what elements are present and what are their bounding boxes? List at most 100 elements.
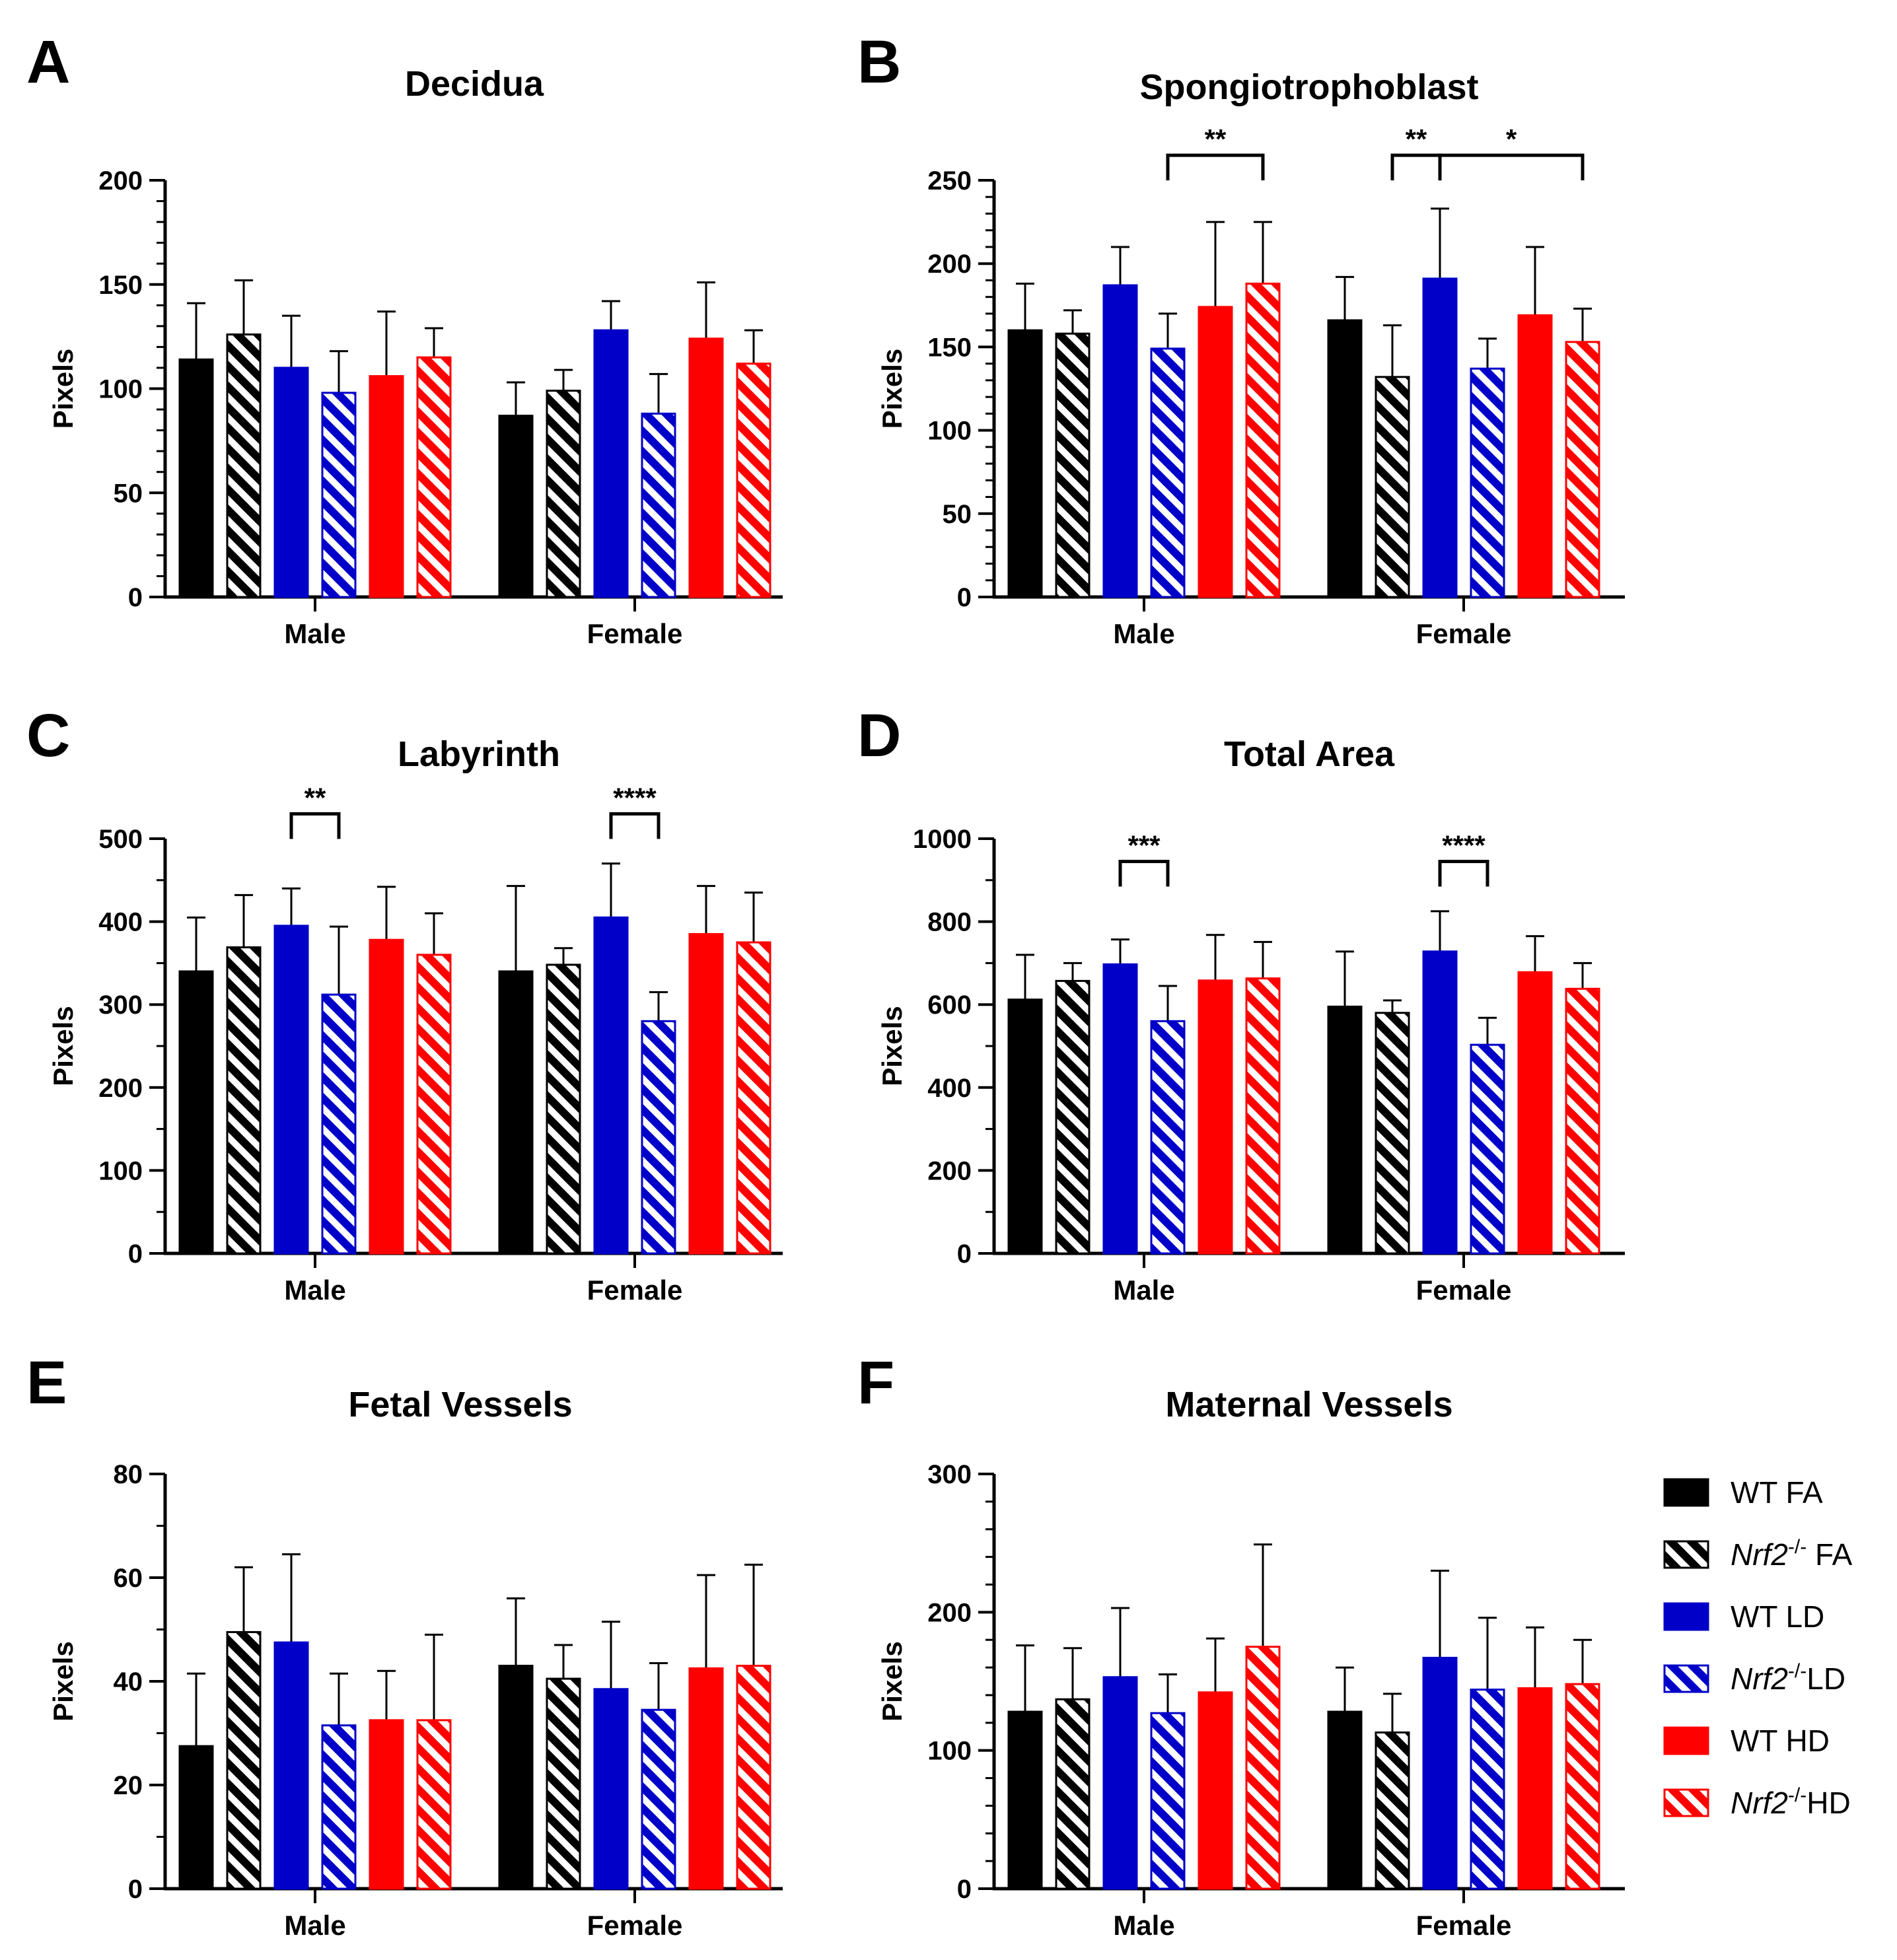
significance-label: ** [1406, 123, 1427, 155]
panel-letter: C [26, 702, 70, 769]
legend-item-nrf2-fa: Nrf2-/- FA [1663, 1536, 1853, 1572]
y-axis-label: Pixels [877, 1641, 908, 1721]
panel-letter: D [857, 702, 901, 769]
bar-wt-hd [1198, 306, 1233, 598]
legend: WT FA Nrf2-/- FA WT LD Nrf2-/-LD WT HD Nrf2-/… [1663, 1475, 1853, 1820]
panel-letter: B [857, 28, 901, 96]
y-axis-label: Pixels [48, 1006, 79, 1086]
bar-nrf2-hd [736, 941, 771, 1255]
bar-nrf2-ld [321, 392, 357, 598]
bar-nrf2-hd [1245, 977, 1281, 1255]
panel-title: Decidua [405, 64, 544, 104]
x-category-label: Female [1416, 1910, 1512, 1941]
bar-wt-ld [1102, 1676, 1138, 1890]
bar-nrf2-hd [416, 954, 452, 1255]
x-category-label: Female [587, 1275, 683, 1306]
y-tick-label: 300 [98, 991, 143, 1020]
panel-title: Total Area [1224, 734, 1395, 774]
legend-label: Nrf2-/-HD [1731, 1784, 1851, 1820]
bar-wt-ld [1422, 1656, 1458, 1890]
x-category-label: Female [1416, 1275, 1512, 1306]
y-tick-label: 50 [114, 479, 143, 508]
legend-swatch [1663, 1788, 1709, 1817]
bar-wt-hd [1198, 979, 1233, 1255]
y-tick-label: 150 [98, 271, 143, 300]
bar-wt-fa [498, 1664, 534, 1890]
legend-label: WT LD [1731, 1599, 1824, 1634]
bar-wt-ld [273, 1641, 309, 1890]
bar-nrf2-hd [416, 1719, 452, 1890]
significance-bracket [609, 812, 661, 839]
bar-wt-hd [688, 932, 724, 1255]
y-tick-label: 600 [927, 991, 972, 1020]
x-category-label: Male [284, 618, 345, 649]
panel-a: A Decidua Pixels 0 50 100 150 200 Male Female [26, 28, 783, 649]
bar-nrf2-ld [1150, 347, 1186, 598]
bar-nrf2-ld [1470, 367, 1505, 598]
x-category-label: Male [1113, 1910, 1174, 1941]
y-tick-label: 400 [927, 1074, 972, 1103]
panel-b: B Spongiotrophoblast Pixels 0 50 100 150 200 250… [857, 28, 1625, 649]
significance-label: **** [613, 782, 657, 813]
panel-letter: E [26, 1349, 67, 1417]
bar-wt-fa [1327, 319, 1363, 598]
bar-nrf2-fa [226, 946, 262, 1255]
bar-nrf2-ld [321, 1724, 357, 1890]
x-category-label: Male [1113, 1275, 1174, 1306]
bar-wt-fa [1007, 329, 1043, 598]
y-tick-label: 20 [114, 1771, 143, 1800]
bar-wt-hd [369, 1719, 404, 1890]
bar-wt-hd [1517, 1687, 1553, 1890]
bar-nrf2-fa [546, 390, 581, 598]
legend-label: WT FA [1731, 1475, 1823, 1510]
y-tick-label: 400 [98, 908, 143, 937]
y-tick-label: 0 [957, 583, 972, 612]
x-category-label: Male [1113, 618, 1174, 649]
bar-nrf2-fa [1375, 1731, 1410, 1890]
bar-wt-ld [1422, 277, 1458, 598]
legend-swatch [1663, 1540, 1709, 1569]
y-tick-label: 100 [98, 375, 143, 404]
y-tick-label: 100 [98, 1156, 143, 1185]
legend-swatch [1663, 1478, 1709, 1507]
panel-title: Spongiotrophoblast [1140, 67, 1479, 107]
bar-nrf2-fa [1055, 332, 1091, 598]
legend-label: Nrf2-/- FA [1731, 1536, 1853, 1572]
bar-nrf2-fa [1375, 1012, 1410, 1255]
panel-title: Labyrinth [398, 734, 560, 774]
legend-item-wt-ld: WT LD [1663, 1599, 1824, 1634]
y-tick-label: 500 [98, 825, 143, 854]
bar-wt-fa [498, 415, 534, 598]
significance-bracket [1438, 153, 1585, 181]
panel-title: Maternal Vessels [1165, 1385, 1452, 1424]
y-tick-label: 100 [927, 1737, 972, 1766]
bar-wt-ld [1422, 950, 1458, 1255]
bar-nrf2-ld [1150, 1712, 1186, 1890]
panel-title: Fetal Vessels [348, 1385, 572, 1424]
bar-nrf2-hd [416, 356, 452, 598]
bar-wt-fa [1007, 1710, 1043, 1890]
significance-label: * [1506, 123, 1517, 155]
x-category-label: Female [587, 1910, 683, 1941]
bar-wt-ld [593, 916, 629, 1255]
y-tick-label: 60 [114, 1564, 143, 1593]
bar-wt-ld [1102, 284, 1138, 598]
panel-letter: F [857, 1349, 894, 1417]
bar-wt-fa [178, 358, 214, 598]
significance-label: *** [1127, 830, 1161, 861]
y-axis-label: Pixels [48, 349, 79, 429]
y-tick-label: 0 [128, 1240, 143, 1269]
y-tick-label: 1000 [913, 825, 972, 854]
y-axis-label: Pixels [48, 1641, 79, 1721]
legend-label: WT HD [1731, 1724, 1830, 1758]
bar-nrf2-ld [321, 993, 357, 1255]
bar-wt-ld [593, 329, 629, 598]
x-category-label: Male [284, 1275, 345, 1306]
bar-wt-fa [178, 970, 214, 1255]
bar-nrf2-fa [1375, 376, 1410, 598]
y-tick-label: 50 [943, 500, 972, 529]
significance-label: ** [1205, 123, 1227, 155]
legend-swatch [1663, 1602, 1709, 1631]
y-tick-label: 0 [957, 1240, 972, 1269]
